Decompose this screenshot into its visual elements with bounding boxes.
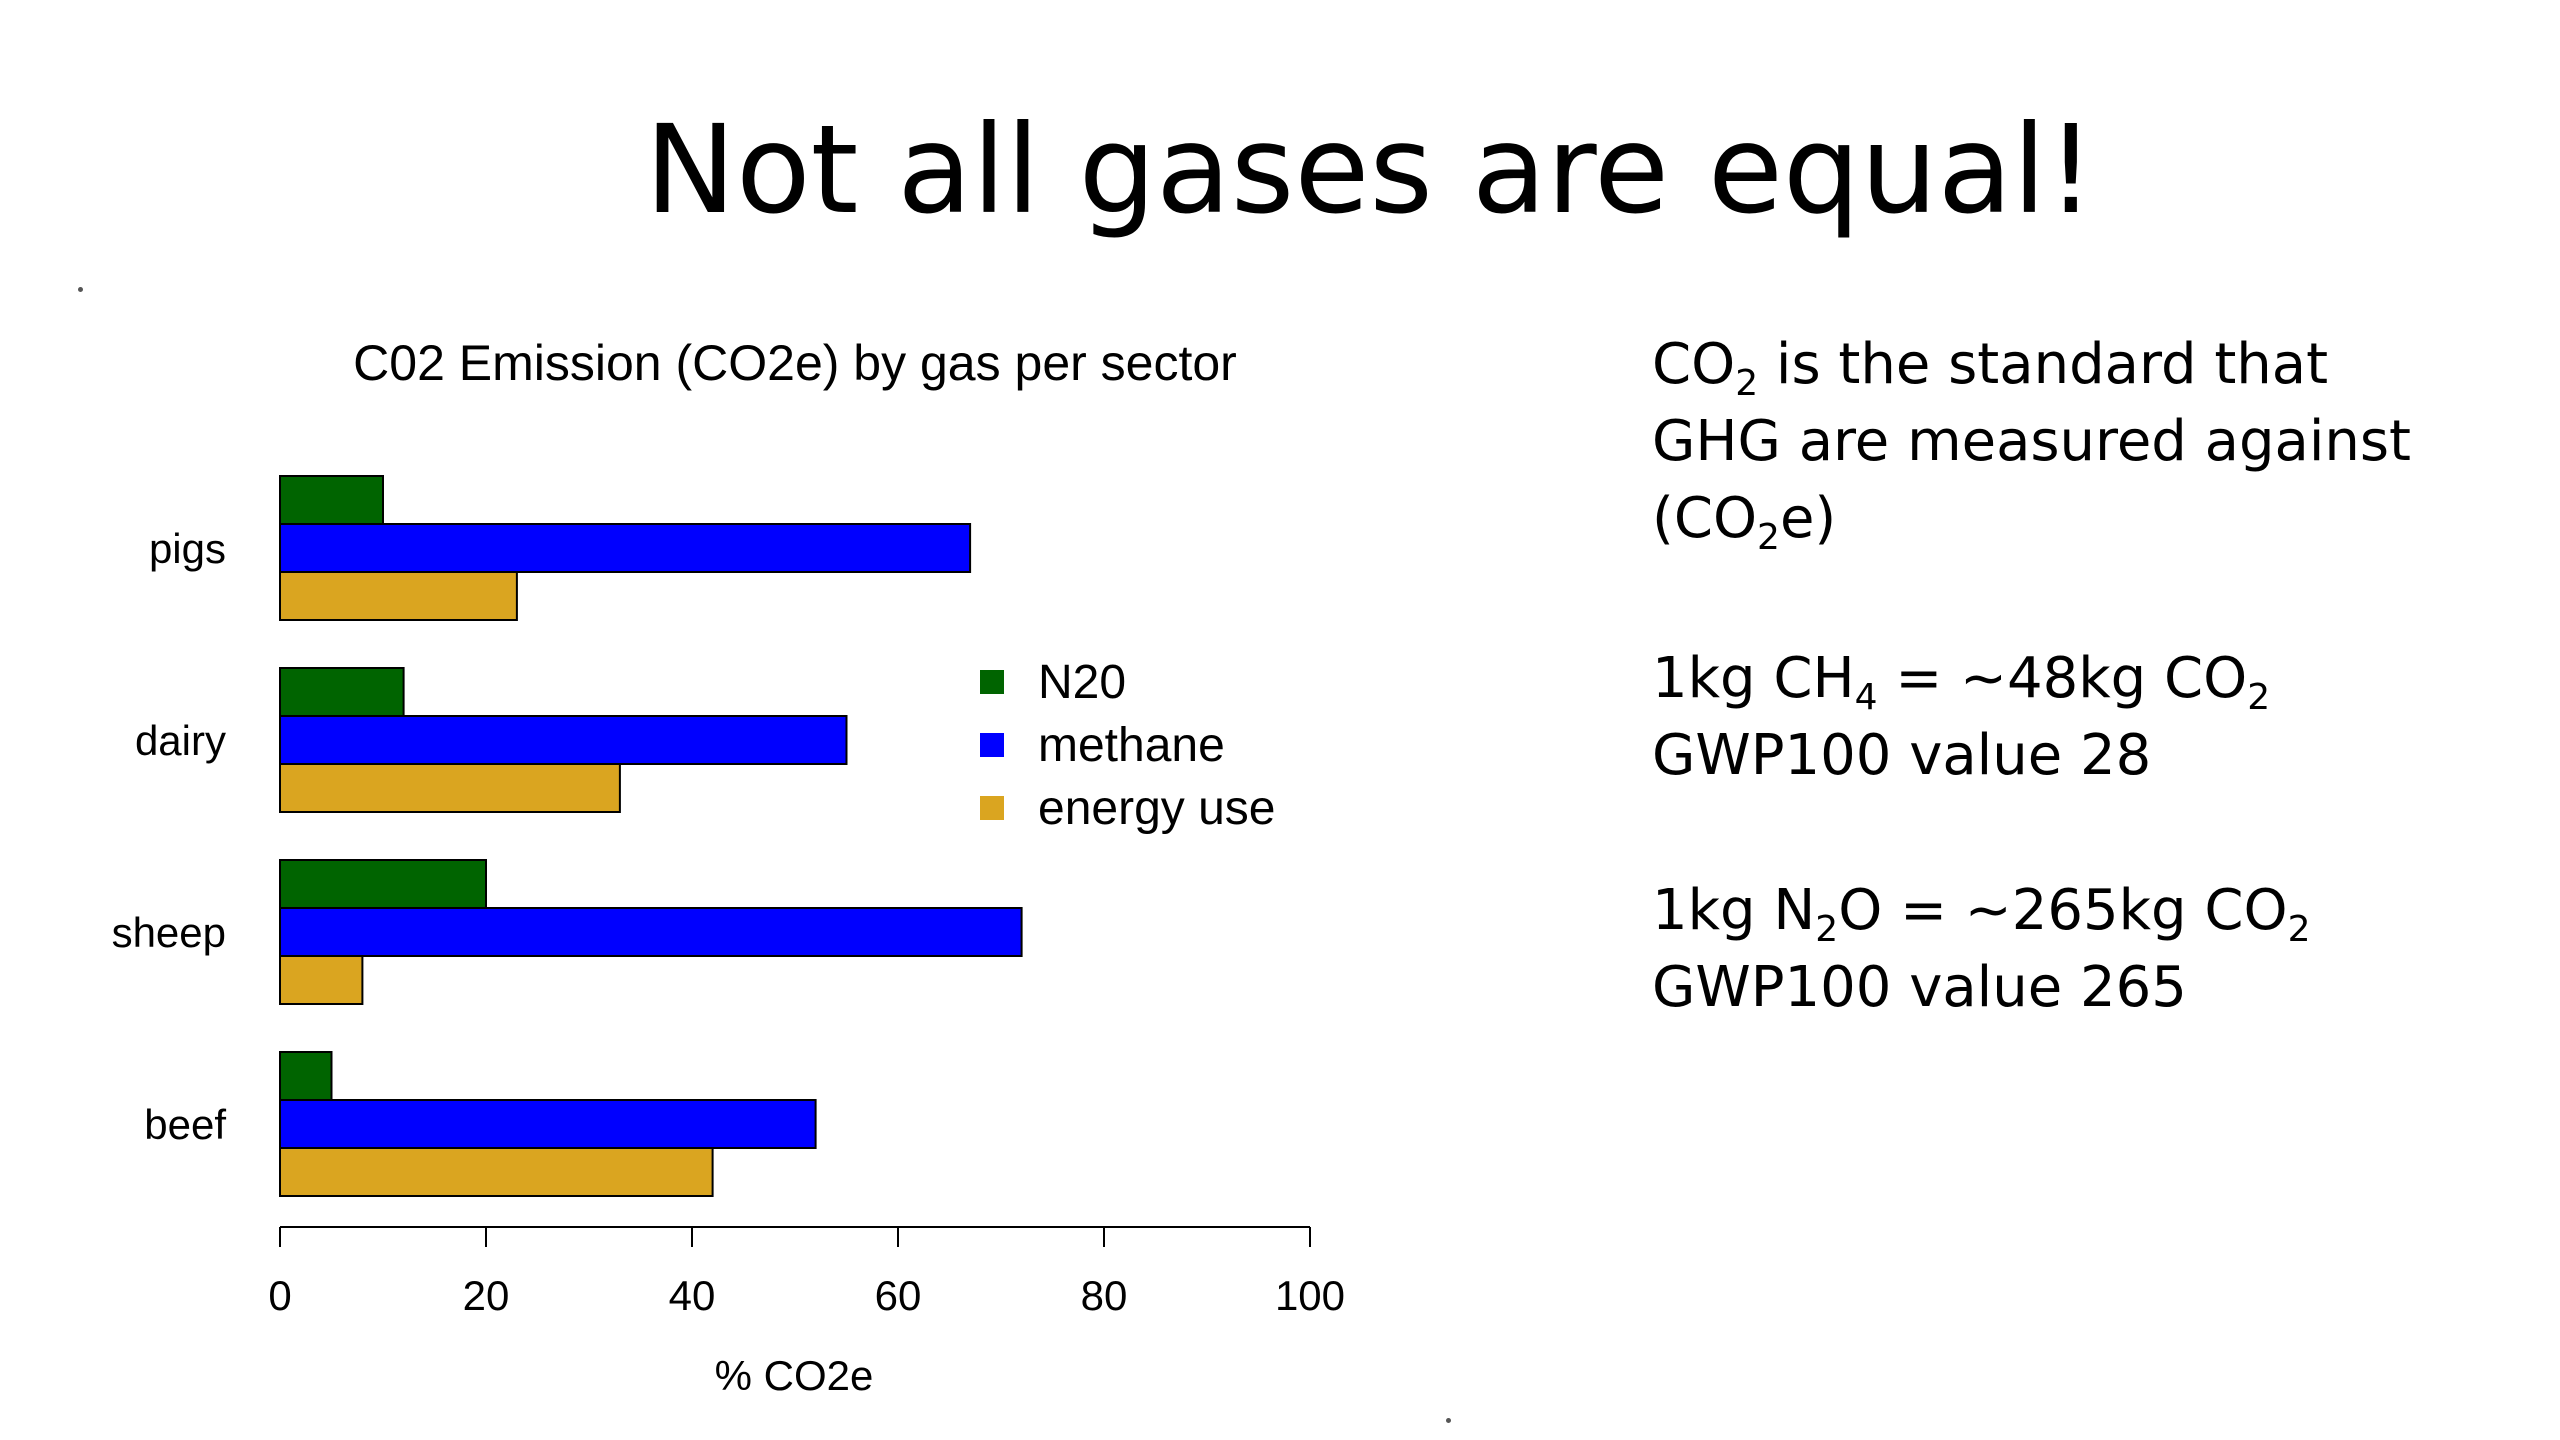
legend: N20 methane energy use: [980, 656, 1276, 835]
x-tick-label: 20: [463, 1272, 510, 1319]
note-co2-standard: CO2 is the standard that GHG are measure…: [1652, 326, 2411, 557]
bar-pigs-n20: [279, 475, 384, 525]
note-standard-line3: (CO2e): [1652, 486, 1837, 558]
category-label-dairy: dairy: [135, 717, 226, 764]
chart-title: C02 Emission (CO2e) by gas per sector: [353, 335, 1237, 391]
x-tick-label: 40: [669, 1272, 716, 1319]
note-methane-line1: 1kg CH4 = ~48kg CO2: [1652, 646, 2271, 718]
category-label-sheep: sheep: [112, 909, 226, 956]
note-n2o: 1kg N2O = ~265kg CO2 GWP100 value 265: [1652, 872, 2310, 1026]
note-methane: 1kg CH4 = ~48kg CO2 GWP100 value 28: [1652, 640, 2270, 794]
note-standard-line2: GHG are measured against: [1652, 409, 2412, 474]
bars-layer: [279, 475, 1023, 1197]
bar-pigs-energy-use: [279, 571, 518, 621]
category-labels: pigs dairy sheep beef: [112, 525, 227, 1148]
category-label-beef: beef: [144, 1101, 226, 1148]
x-axis-label: % CO2e: [715, 1352, 874, 1399]
x-tick-label: 0: [268, 1272, 291, 1319]
x-axis: 0 20 40 60 80 100: [268, 1226, 1345, 1319]
note-n2o-line2: GWP100 value 265: [1652, 955, 2187, 1020]
bar-dairy-n20: [279, 667, 405, 717]
note-standard-line1: CO2 is the standard that: [1652, 332, 2329, 404]
note-n2o-line1: 1kg N2O = ~265kg CO2: [1652, 878, 2311, 950]
legend-label-n20: N20: [1038, 656, 1126, 709]
bar-dairy-methane: [279, 715, 848, 765]
bar-pigs-methane: [279, 523, 972, 573]
bar-dairy-energy-use: [279, 763, 621, 813]
bar-sheep-energy-use: [279, 955, 364, 1005]
emissions-bar-chart: C02 Emission (CO2e) by gas per sector pi…: [112, 335, 1345, 1399]
legend-swatch-n20: [980, 670, 1004, 694]
x-tick-label: 60: [875, 1272, 922, 1319]
legend-swatch-energy-use: [980, 796, 1004, 820]
category-label-pigs: pigs: [149, 525, 226, 572]
bar-beef-energy-use: [279, 1147, 714, 1197]
legend-label-methane: methane: [1038, 719, 1225, 772]
legend-swatch-methane: [980, 733, 1004, 757]
bar-beef-n20: [279, 1051, 333, 1101]
bar-sheep-methane: [279, 907, 1023, 957]
stray-dot: [1446, 1418, 1451, 1423]
slide-title: Not all gases are equal!: [644, 99, 2096, 241]
x-tick-label: 100: [1275, 1272, 1345, 1319]
stray-dot: [78, 287, 83, 292]
note-methane-line2: GWP100 value 28: [1652, 723, 2152, 788]
bar-sheep-n20: [279, 859, 487, 909]
legend-label-energy-use: energy use: [1038, 782, 1276, 835]
x-tick-label: 80: [1081, 1272, 1128, 1319]
bar-beef-methane: [279, 1099, 817, 1149]
